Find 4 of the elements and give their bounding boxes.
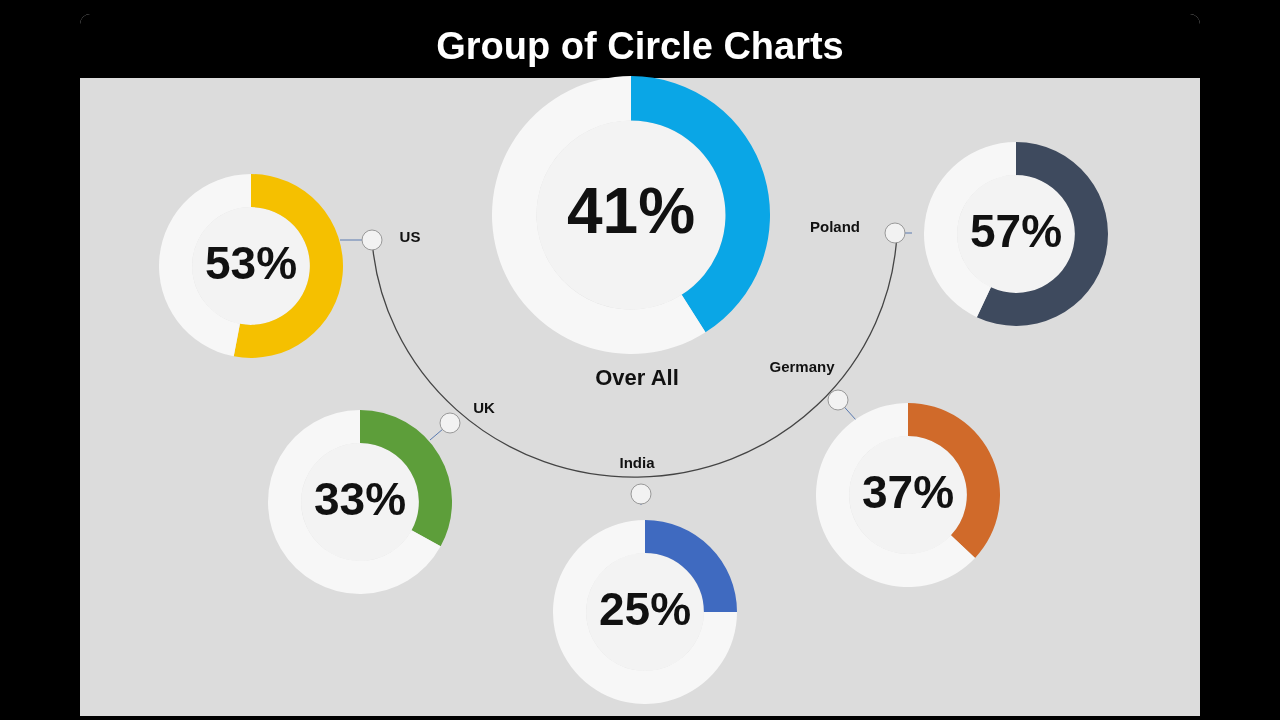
data-label: 53% [204,236,298,289]
data-label: 25% [598,582,692,635]
data-label: 57% [969,204,1063,257]
text: Group of Circle Charts [80,14,1200,78]
